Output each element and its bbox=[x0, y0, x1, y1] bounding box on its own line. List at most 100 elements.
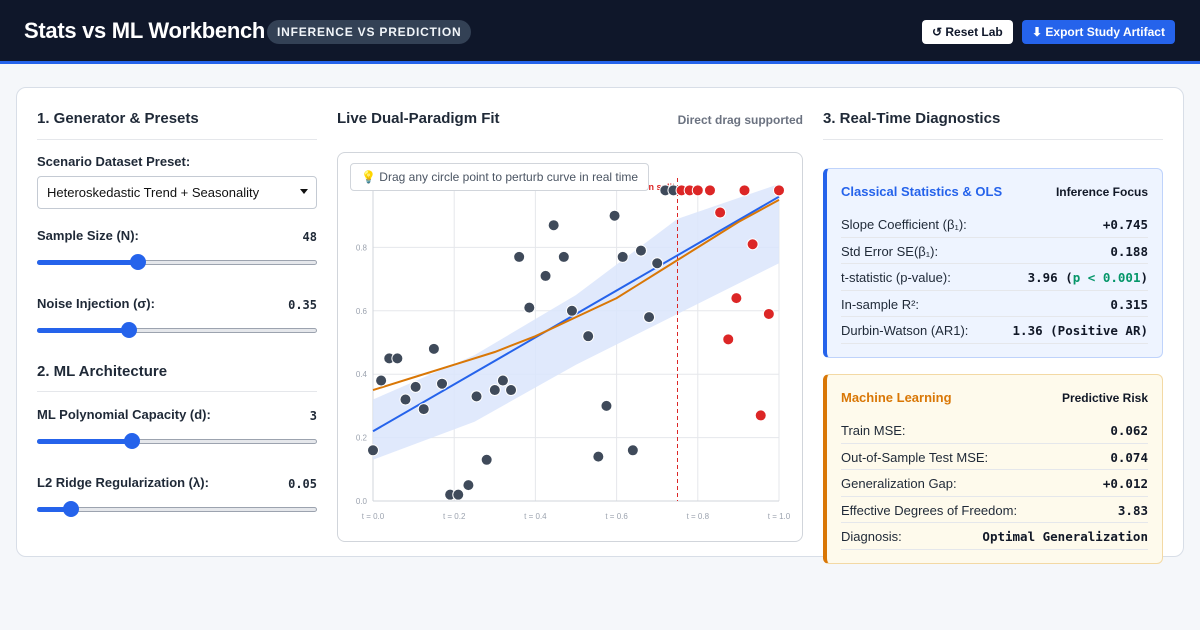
train-point[interactable] bbox=[539, 269, 552, 282]
train-point[interactable] bbox=[634, 244, 647, 257]
classical-stats-pane: Classical Statistics & OLS Inference Foc… bbox=[823, 168, 1163, 358]
stat-row: Durbin-Watson (AR1): 1.36 (Positive AR) bbox=[841, 317, 1148, 344]
test-point[interactable] bbox=[762, 307, 775, 320]
train-point[interactable] bbox=[592, 450, 605, 463]
train-point[interactable] bbox=[436, 377, 449, 390]
stat-row: Std Error SE(β₁): 0.188 bbox=[841, 238, 1148, 264]
train-point[interactable] bbox=[523, 301, 536, 314]
train-point[interactable] bbox=[626, 444, 639, 457]
slider-thumb[interactable] bbox=[124, 433, 141, 449]
x-tick-label: t = 0.8 bbox=[687, 512, 710, 521]
train-point[interactable] bbox=[480, 453, 493, 466]
train-point[interactable] bbox=[582, 330, 595, 343]
stat-value: 0.315 bbox=[1110, 296, 1148, 312]
plot-frame: Train split t = 0.0 t = 0.2 t = 0.4 t = 0.6 t… bbox=[337, 152, 803, 542]
ml-pane-title: Machine Learning bbox=[841, 390, 952, 405]
train-point[interactable] bbox=[399, 393, 412, 406]
train-point[interactable] bbox=[513, 250, 526, 263]
train-point[interactable] bbox=[391, 352, 404, 365]
train-point[interactable] bbox=[470, 390, 483, 403]
architecture-heading: 2. ML Architecture bbox=[37, 363, 168, 380]
classical-pane-title: Classical Statistics & OLS bbox=[841, 184, 1003, 199]
slider-track bbox=[37, 507, 317, 512]
preset-select[interactable]: Heteroskedastic Trend + Seasonality bbox=[37, 176, 317, 209]
test-point[interactable] bbox=[738, 184, 751, 197]
train-point[interactable] bbox=[462, 479, 475, 492]
generator-heading: 1. Generator & Presets bbox=[37, 110, 199, 127]
sample-size-slider[interactable] bbox=[37, 254, 317, 270]
ridge-value: 0.05 bbox=[288, 477, 317, 491]
drag-hint: 💡 Drag any circle point to perturb curve… bbox=[350, 163, 650, 191]
test-point[interactable] bbox=[722, 333, 735, 346]
stat-value: 0.188 bbox=[1110, 243, 1148, 259]
train-point[interactable] bbox=[608, 209, 621, 222]
stat-value: 1.36 (Positive AR) bbox=[1012, 323, 1148, 338]
slider-thumb[interactable] bbox=[62, 501, 79, 517]
sample-size-label: Sample Size (N): bbox=[37, 228, 139, 243]
slider-fill bbox=[37, 439, 133, 444]
train-point[interactable] bbox=[600, 399, 613, 412]
fit-chart[interactable]: Train split t = 0.0 t = 0.2 t = 0.4 t = 0.6 t… bbox=[338, 153, 803, 542]
train-point[interactable] bbox=[367, 444, 379, 457]
test-point[interactable] bbox=[730, 292, 743, 305]
train-point[interactable] bbox=[496, 374, 509, 387]
capacity-value: 3 bbox=[309, 409, 317, 423]
y-tick-label: 0.6 bbox=[356, 307, 368, 316]
stat-label: Effective Degrees of Freedom: bbox=[841, 502, 1018, 518]
y-tick-label: 0.2 bbox=[356, 434, 368, 443]
slider-fill bbox=[37, 507, 71, 512]
sample-size-value: 48 bbox=[302, 230, 317, 244]
t-stat-close: ) bbox=[1140, 270, 1148, 285]
test-point[interactable] bbox=[714, 206, 727, 219]
drag-hint-text: Drag any circle point to perturb curve i… bbox=[379, 170, 639, 184]
ml-pane: Machine Learning Predictive Risk Train M… bbox=[823, 374, 1163, 564]
x-tick-label: t = 0.4 bbox=[524, 512, 547, 521]
test-point[interactable] bbox=[746, 238, 759, 251]
train-point[interactable] bbox=[417, 403, 430, 416]
stat-row: Diagnosis: Optimal Generalization bbox=[841, 523, 1148, 550]
architecture-divider bbox=[37, 391, 317, 392]
slider-thumb[interactable] bbox=[129, 254, 146, 270]
diagnostics-divider bbox=[823, 139, 1163, 140]
stat-label: t-statistic (p-value): bbox=[841, 270, 951, 285]
noise-label: Noise Injection (σ): bbox=[37, 296, 155, 311]
train-point[interactable] bbox=[409, 380, 422, 393]
train-point[interactable] bbox=[643, 311, 656, 324]
t-stat-value: 3.96 ( bbox=[1027, 270, 1073, 285]
test-point[interactable] bbox=[754, 409, 767, 422]
top-bar: Stats vs ML Workbench INFERENCE VS PREDI… bbox=[0, 0, 1200, 64]
stat-value: +0.745 bbox=[1102, 217, 1148, 232]
test-point[interactable] bbox=[691, 184, 704, 197]
train-point[interactable] bbox=[375, 374, 388, 387]
test-point[interactable] bbox=[703, 184, 716, 197]
x-tick-label: t = 1.0 bbox=[768, 512, 791, 521]
ml-fit-curve bbox=[372, 198, 780, 392]
train-point[interactable] bbox=[557, 250, 570, 263]
test-point[interactable] bbox=[773, 184, 785, 197]
train-point[interactable] bbox=[452, 488, 465, 501]
train-point[interactable] bbox=[565, 304, 578, 317]
y-tick-label: 0.8 bbox=[356, 243, 368, 252]
noise-slider[interactable] bbox=[37, 322, 317, 338]
noise-value: 0.35 bbox=[288, 298, 317, 312]
train-point[interactable] bbox=[505, 384, 518, 397]
train-point[interactable] bbox=[616, 250, 629, 263]
ridge-label: L2 Ridge Regularization (λ): bbox=[37, 475, 209, 490]
stat-row: Generalization Gap: +0.012 bbox=[841, 470, 1148, 497]
stat-value: 0.074 bbox=[1110, 449, 1148, 465]
generator-divider bbox=[37, 139, 317, 140]
train-point[interactable] bbox=[488, 384, 501, 397]
train-point[interactable] bbox=[547, 219, 560, 232]
reset-lab-button[interactable]: ↺ Reset Lab bbox=[922, 20, 1013, 44]
stat-label: Train MSE: bbox=[841, 423, 906, 438]
preset-selected-value: Heteroskedastic Trend + Seasonality bbox=[47, 185, 260, 200]
export-artifact-button[interactable]: ⬇ Export Study Artifact bbox=[1022, 20, 1175, 44]
ridge-slider[interactable] bbox=[37, 501, 317, 517]
train-point[interactable] bbox=[427, 342, 440, 355]
stat-label: Slope Coefficient (β₁): bbox=[841, 217, 967, 232]
train-point[interactable] bbox=[651, 257, 664, 270]
slider-thumb[interactable] bbox=[121, 322, 138, 338]
preset-label: Scenario Dataset Preset: bbox=[37, 154, 191, 169]
capacity-slider[interactable] bbox=[37, 433, 317, 449]
predictive-risk-tag: Predictive Risk bbox=[1061, 391, 1148, 405]
